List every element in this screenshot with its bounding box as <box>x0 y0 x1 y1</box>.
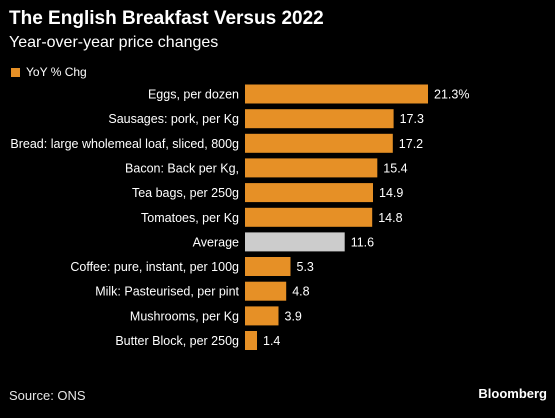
bar <box>245 257 291 276</box>
category-label: Coffee: pure, instant, per 100g <box>70 260 239 274</box>
bar <box>245 133 393 153</box>
bar <box>245 306 279 326</box>
value-label: 17.3 <box>400 112 424 126</box>
legend-swatch <box>11 67 20 77</box>
category-label: Tomatoes, per Kg <box>141 211 239 225</box>
category-label: Sausages: pork, per Kg <box>108 112 239 126</box>
chart-title: The English Breakfast Versus 2022 <box>9 8 324 29</box>
source-note: Source: ONS <box>9 388 86 403</box>
bar <box>245 183 373 203</box>
bar-chart: Eggs, per dozen 21.3% Sausages: pork, per … <box>10 84 469 350</box>
value-label: 1.4 <box>263 334 280 348</box>
category-label: Milk: Pasteurised, per pint <box>95 285 239 299</box>
value-label: 21.3% <box>434 88 469 102</box>
category-label: Bacon: Back per Kg, <box>125 161 239 175</box>
value-label: 4.8 <box>292 285 309 299</box>
category-label: Eggs, per dozen <box>148 88 239 102</box>
bloomberg-logo: Bloomberg <box>478 386 547 401</box>
category-label: Bread: large wholemeal loaf, sliced, 800… <box>10 137 239 151</box>
legend-label: YoY % Chg <box>26 65 87 79</box>
category-label: Average <box>193 235 239 249</box>
bar <box>245 331 257 350</box>
value-label: 5.3 <box>297 260 314 274</box>
bar <box>245 207 373 227</box>
value-label: 11.6 <box>351 235 374 249</box>
bar <box>245 158 378 178</box>
chart-subtitle: Year-over-year price changes <box>9 34 219 51</box>
bar <box>245 281 287 301</box>
value-label: 17.2 <box>399 137 423 151</box>
category-label: Tea bags, per 250g <box>132 186 239 200</box>
value-label: 14.8 <box>378 211 402 225</box>
bar <box>245 232 345 252</box>
value-label: 3.9 <box>285 309 302 323</box>
category-label: Butter Block, per 250g <box>115 334 239 348</box>
value-label: 15.4 <box>383 161 407 175</box>
value-label: 14.9 <box>379 186 403 200</box>
category-label: Mushrooms, per Kg <box>130 309 239 323</box>
bar <box>245 109 394 129</box>
legend: YoY % Chg <box>11 64 87 80</box>
bar <box>245 84 428 104</box>
